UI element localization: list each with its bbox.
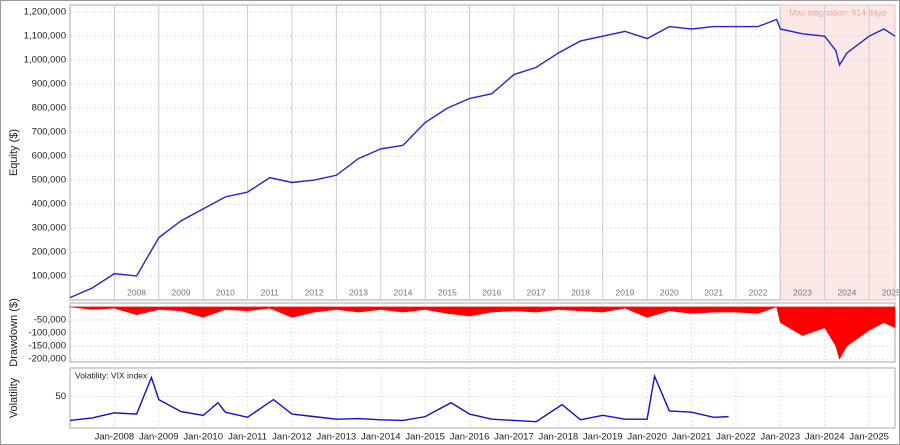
year-label: 2013	[349, 287, 368, 297]
x-tick-label: Jan-2011	[228, 432, 267, 443]
y-tick-label: 500,000	[32, 175, 66, 186]
year-label: 2014	[393, 287, 412, 297]
year-label: 2022	[749, 287, 768, 297]
x-tick-label: Jan-2024	[805, 432, 845, 443]
y-tick-label: 1,100,000	[24, 31, 66, 42]
x-tick-label: Jan-2025	[849, 432, 889, 443]
drawdown-area	[69, 306, 896, 360]
series-line	[69, 18, 896, 299]
y-tick-label: 50	[55, 391, 66, 402]
year-label: 2015	[438, 287, 457, 297]
y-tick-label: 400,000	[32, 199, 66, 210]
x-tick-label: Jan-2015	[405, 432, 445, 443]
year-label: 2009	[172, 287, 191, 297]
y-axis-title: Drawdown ($)	[8, 298, 20, 366]
x-tick-label: Jan-2018	[539, 432, 579, 443]
y-tick-label: -200,000	[28, 354, 66, 365]
x-tick-label: Jan-2014	[361, 432, 401, 443]
year-label: 2024	[837, 287, 856, 297]
plot-area	[69, 4, 896, 301]
x-tick-label: Jan-2023	[761, 432, 801, 443]
year-label: 2010	[216, 287, 235, 297]
legend-label: Volatility: VIX index	[75, 370, 148, 380]
y-tick-label: 200,000	[32, 247, 66, 258]
y-tick-label: 900,000	[32, 79, 66, 90]
year-label: 2011	[261, 287, 280, 297]
x-tick-label: Jan-2012	[272, 432, 312, 443]
year-label: 2008	[127, 287, 146, 297]
y-tick-label: 600,000	[32, 151, 66, 162]
x-tick-label: Jan-2017	[494, 432, 534, 443]
x-tick-label: Jan-2019	[583, 432, 623, 443]
year-label: 2021	[704, 287, 723, 297]
x-tick-label: Jan-2016	[450, 432, 490, 443]
y-tick-label: 100,000	[32, 271, 66, 282]
year-label: 2012	[305, 287, 324, 297]
y-tick-label: -100,000	[28, 328, 66, 339]
x-tick-label: Jan-2020	[627, 432, 667, 443]
plot-area	[69, 367, 896, 429]
year-label: 2019	[615, 287, 634, 297]
y-tick-label: 1,000,000	[24, 55, 66, 66]
y-tick-label: 300,000	[32, 223, 66, 234]
year-label: 2023	[793, 287, 812, 297]
x-tick-label: Jan-2021	[672, 432, 712, 443]
stagnation-label: Max stagnation: 914 days	[789, 7, 886, 17]
x-tick-label: Jan-2022	[716, 432, 756, 443]
y-tick-label: -150,000	[28, 341, 66, 352]
y-axis-title: Equity ($)	[8, 129, 20, 176]
y-tick-label: 800,000	[32, 103, 66, 114]
x-tick-label: Jan-2009	[139, 432, 179, 443]
y-axis-title: Volatility	[8, 377, 20, 418]
year-label: 2025	[882, 287, 900, 297]
series-line	[69, 373, 729, 423]
stagnation-shade	[779, 4, 896, 301]
x-tick-label: Jan-2013	[317, 432, 357, 443]
year-label: 2018	[571, 287, 590, 297]
x-tick-label: Jan-2010	[183, 432, 223, 443]
x-tick-label: Jan-2008	[95, 432, 135, 443]
year-label: 2016	[482, 287, 501, 297]
year-label: 2017	[527, 287, 546, 297]
y-tick-label: 700,000	[32, 127, 66, 138]
year-label: 2020	[660, 287, 679, 297]
y-tick-label: 1,200,000	[24, 7, 66, 18]
y-tick-label: -50,000	[34, 314, 66, 325]
